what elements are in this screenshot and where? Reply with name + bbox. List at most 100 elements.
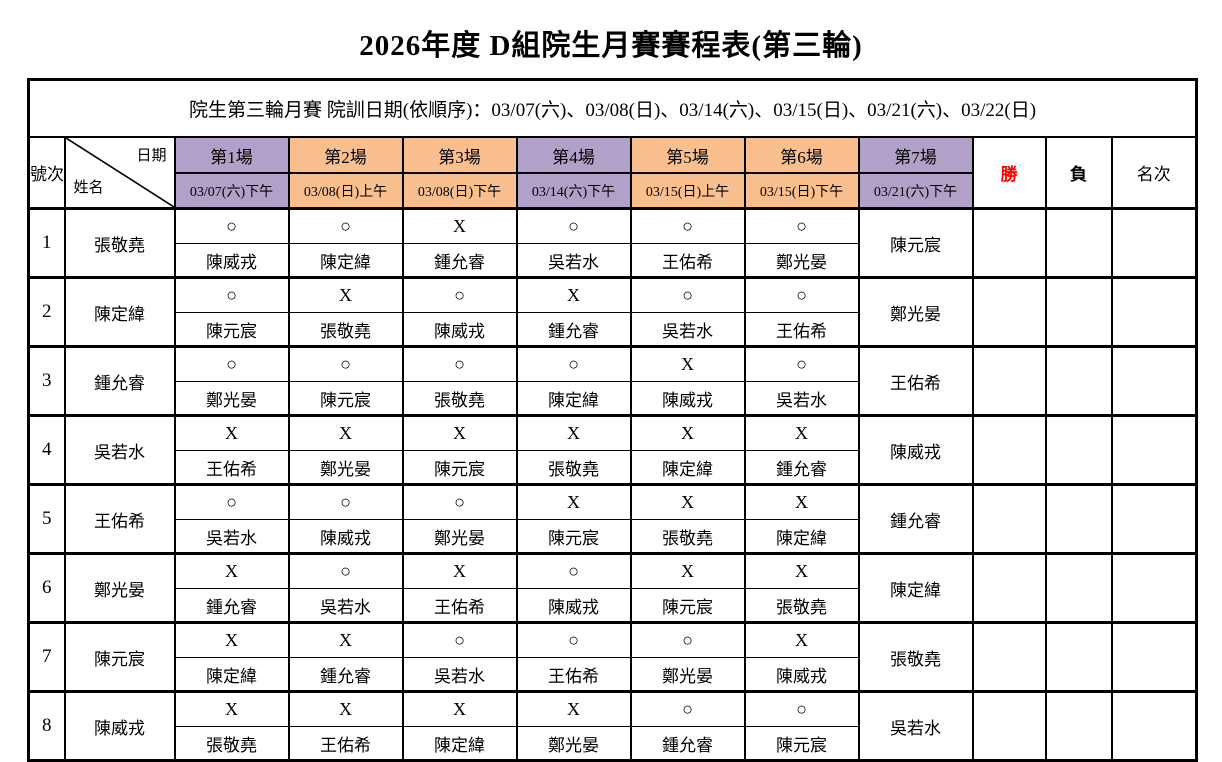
player-number: 2 [27,276,66,348]
wins-cell [971,414,1047,486]
opponent-name: 張敬堯 [401,381,518,417]
info-row: 院生第三輪月賽 院訓日期(依順序)：03/07(六)、03/08(日)、03/1… [27,78,1198,138]
match-result: ○ [173,345,290,382]
losses-cell [1044,276,1113,348]
losses-header: 負 [1044,136,1113,209]
player-name: 陳威戎 [63,690,176,762]
round-5-label: 第5場 [629,136,746,174]
match-result: X [629,414,746,451]
match-result: X [287,414,404,451]
losses-cell [1044,621,1113,693]
opponent-name: 鍾允睿 [401,243,518,279]
round7-match-cell: 張敬堯 [857,621,974,693]
match-result: X [629,483,746,520]
match-result: ○ [401,276,518,313]
match-result: ○ [515,207,632,244]
opponent-name: 陳威戎 [173,243,290,279]
player-name: 鄭光晏 [63,552,176,624]
match-result: X [515,483,632,520]
match-result: X [515,690,632,727]
wins-cell [971,552,1047,624]
match-result: X [173,621,290,658]
opponent-name: 陳定緯 [890,580,941,600]
opponent-name: 王佑希 [515,657,632,693]
opponent-name: 陳威戎 [287,519,404,555]
losses-cell [1044,414,1113,486]
match-result: X [743,483,860,520]
opponent-name: 吳若水 [743,381,860,417]
opponent-name: 鍾允睿 [890,511,941,531]
wins-cell [971,345,1047,417]
player-row: 1 張敬堯 ○ ○ X ○ ○ ○ 陳元宸 [27,207,1198,279]
match-result: X [401,690,518,727]
player-row: 3 鍾允睿 ○ ○ ○ ○ X ○ 王佑希 [27,345,1198,417]
wins-cell [971,207,1047,279]
opponent-name: 陳元宸 [401,450,518,486]
opponent-name: 王佑希 [173,450,290,486]
page-title: 2026年度 D組院生月賽賽程表(第三輪) [359,30,863,62]
opponent-name: 鍾允睿 [173,588,290,624]
wins-cell [971,690,1047,762]
player-row: 5 王佑希 ○ ○ ○ X X X 鍾允睿 [27,483,1198,555]
round-2-label: 第2場 [287,136,404,174]
opponent-name: 陳威戎 [401,312,518,348]
match-result: ○ [401,483,518,520]
opponent-name: 吳若水 [629,312,746,348]
opponent-name: 鍾允睿 [629,726,746,762]
opponent-name: 吳若水 [890,718,941,738]
opponent-row: 王佑希 鄭光晏 陳元宸 張敬堯 陳定緯 鍾允睿 [29,450,1197,486]
match-result: ○ [401,621,518,658]
player-number: 4 [27,414,66,486]
match-result: X [401,552,518,589]
opponent-row: 陳元宸 張敬堯 陳威戎 鍾允睿 吳若水 王佑希 [29,312,1197,348]
wins-cell [971,276,1047,348]
match-result: ○ [173,207,290,244]
match-result: X [401,414,518,451]
rank-header: 名次 [1110,136,1198,209]
name-axis-label: 姓名 [73,180,104,196]
opponent-name: 鍾允睿 [287,657,404,693]
opponent-name: 王佑希 [629,243,746,279]
opponent-name: 陳元宸 [629,588,746,624]
player-number: 6 [27,552,66,624]
match-result: ○ [629,276,746,313]
match-result: ○ [401,345,518,382]
round-6-date: 03/15(日)下午 [743,172,860,210]
match-result: X [629,345,746,382]
opponent-name: 張敬堯 [287,312,404,348]
losses-cell [1044,552,1113,624]
round-1-label: 第1場 [173,136,290,174]
opponent-name: 陳威戎 [515,588,632,624]
match-result: X [629,552,746,589]
match-result: X [173,414,290,451]
opponent-name: 鍾允睿 [515,312,632,348]
player-row: 8 陳威戎 X X X X ○ ○ 吳若水 [27,690,1198,762]
opponent-name: 陳定緯 [287,243,404,279]
round7-match-cell: 吳若水 [857,690,974,762]
player-row: 2 陳定緯 ○ X ○ X ○ ○ 鄭光晏 [27,276,1198,348]
player-name: 張敬堯 [63,207,176,279]
rank-cell [1110,552,1198,624]
match-result: X [287,276,404,313]
match-result: ○ [515,552,632,589]
match-result: X [743,552,860,589]
row-number-header: 號次 [27,136,66,209]
player-name: 陳定緯 [63,276,176,348]
opponent-name: 陳元宸 [890,235,941,255]
opponent-name: 陳威戎 [629,381,746,417]
opponent-row: 鍾允睿 吳若水 王佑希 陳威戎 陳元宸 張敬堯 [29,588,1197,624]
opponent-name: 鄭光晏 [173,381,290,417]
opponent-name: 陳元宸 [173,312,290,348]
losses-cell [1044,690,1113,762]
round-3-date: 03/08(日)下午 [401,172,518,210]
tournament-info-text: 院生第三輪月賽 院訓日期(依順序)：03/07(六)、03/08(日)、03/1… [27,78,1198,138]
opponent-name: 王佑希 [890,373,941,393]
player-name: 鍾允睿 [63,345,176,417]
match-result: X [743,621,860,658]
player-number: 3 [27,345,66,417]
rank-cell [1110,207,1198,279]
date-axis-label: 日期 [136,148,167,164]
opponent-row: 鄭光晏 陳元宸 張敬堯 陳定緯 陳威戎 吳若水 [29,381,1197,417]
round7-match-cell: 鄭光晏 [857,276,974,348]
round-4-label: 第4場 [515,136,632,174]
